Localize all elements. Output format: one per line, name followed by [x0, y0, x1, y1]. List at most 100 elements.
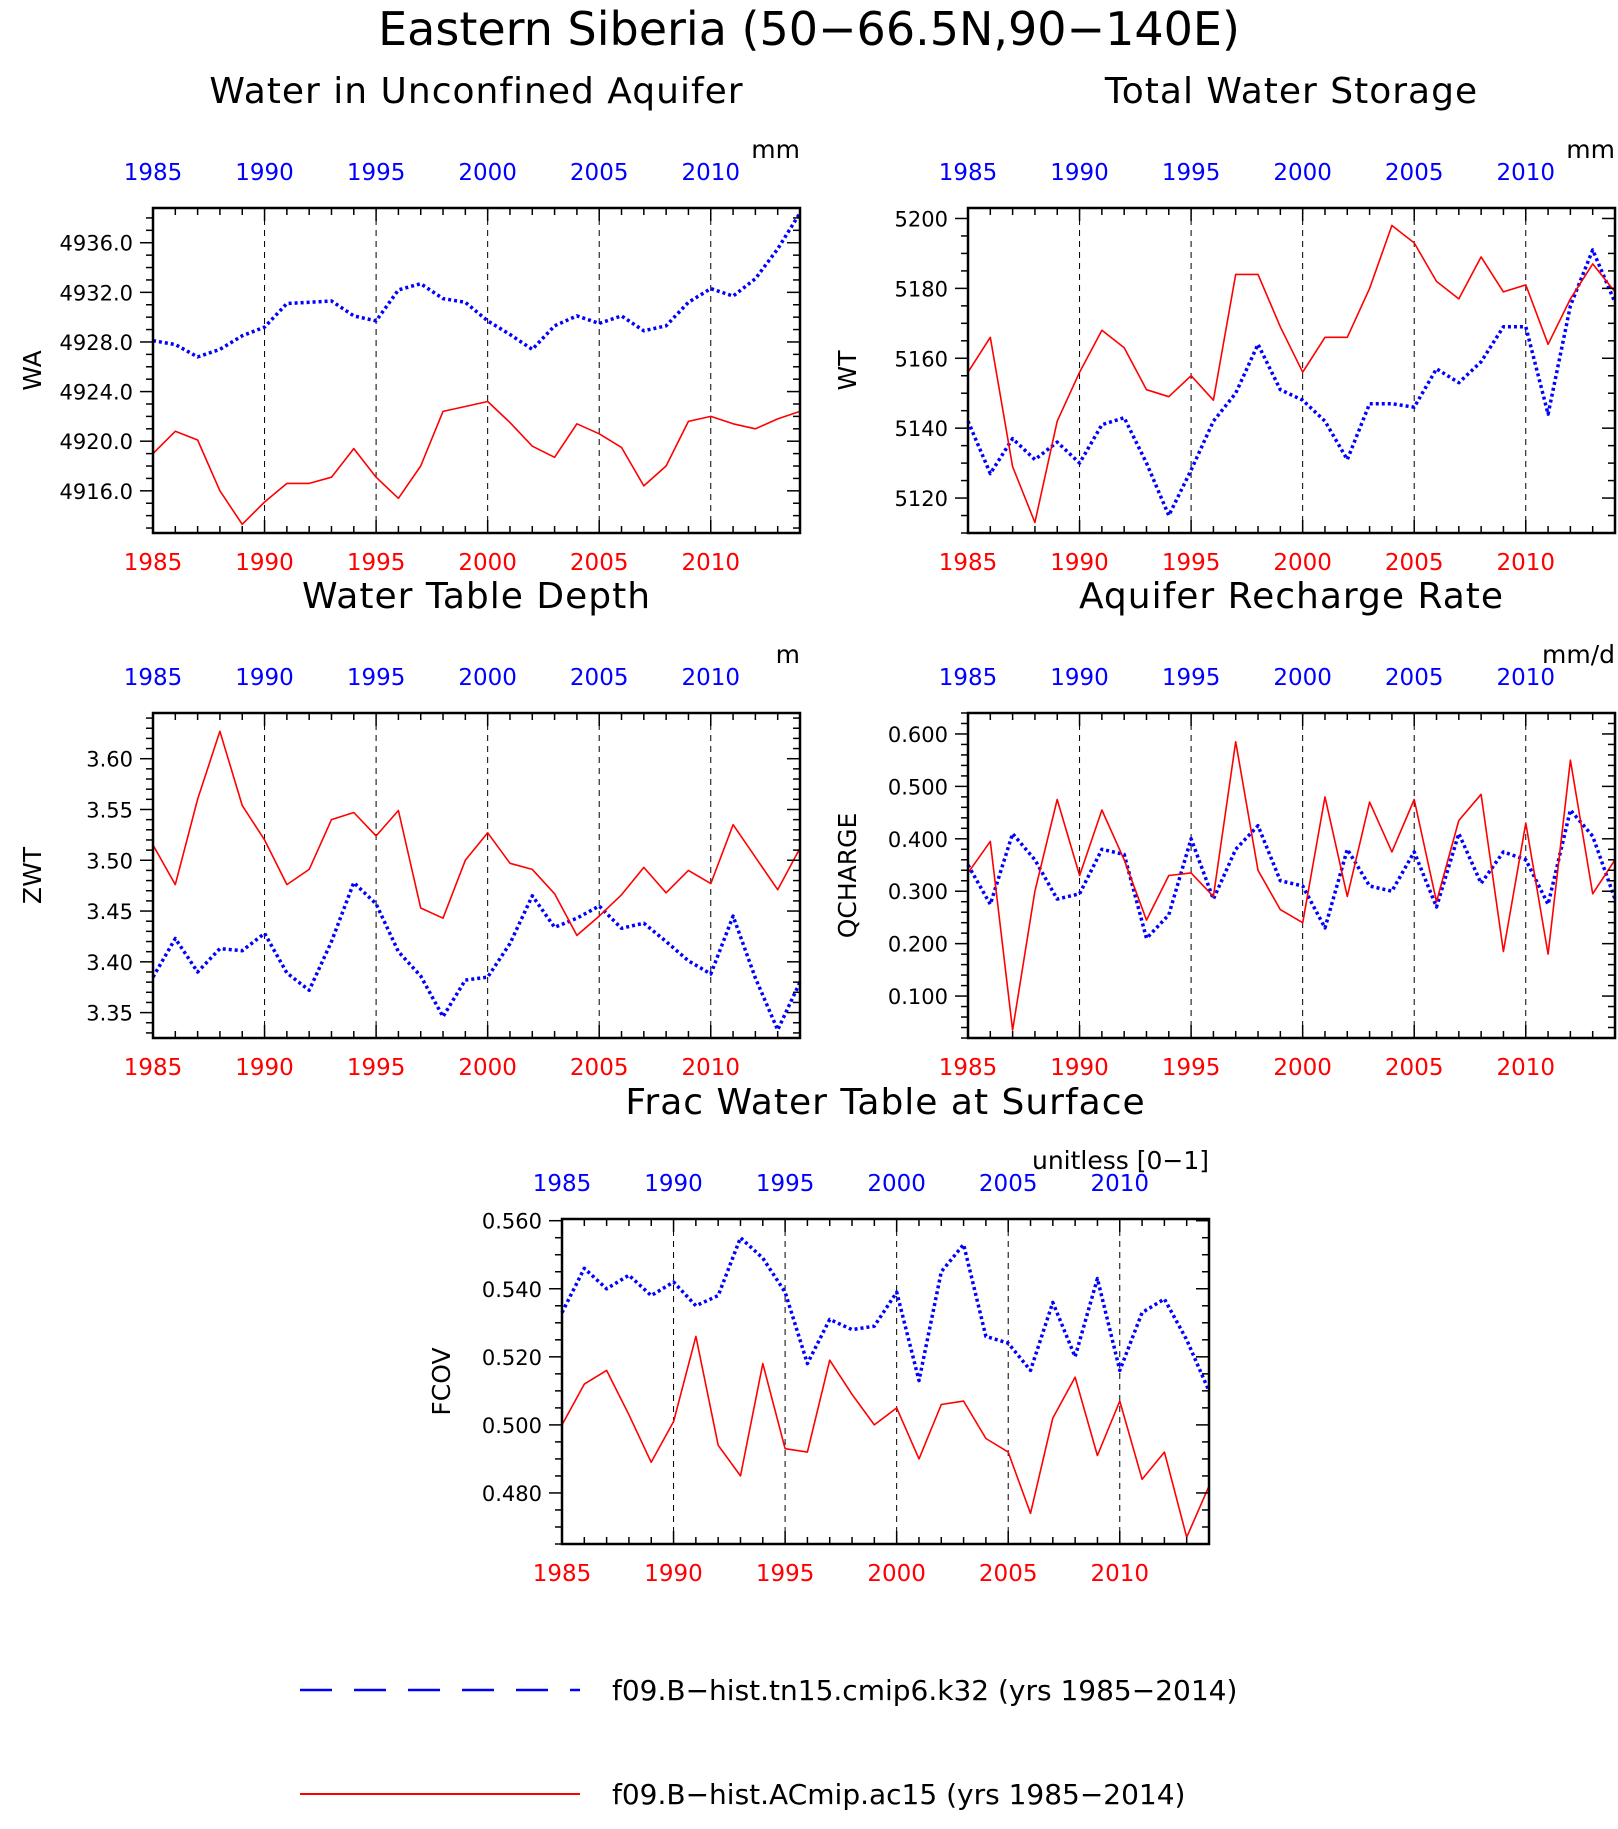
x-tick-label-top: 1990: [1050, 665, 1109, 691]
x-tick-label-bottom: 1990: [235, 550, 294, 576]
panel-wa: Water in Unconfined Aquifer mm WA 1985 1985 1…: [18, 71, 802, 576]
units-label: mm: [1566, 135, 1615, 164]
legend-label-series-a: f09.B−hist.tn15.cmip6.k32 (yrs 1985−2014…: [612, 1674, 1237, 1707]
panels: Water in Unconfined Aquifer mm WA 1985 1985 1…: [18, 71, 1617, 1587]
y-tick-label: 4920.0: [60, 430, 133, 454]
y-axis-label: ZWT: [18, 846, 47, 904]
series-a-line: [560, 1235, 1211, 1392]
y-tick-label: 0.540: [482, 1278, 542, 1302]
y-tick-label: 4932.0: [60, 281, 133, 305]
x-tick-label-top: 1995: [347, 160, 406, 186]
x-tick-label-top: 1990: [235, 665, 294, 691]
x-tick-label-bottom: 1985: [533, 1561, 592, 1587]
x-tick-label-top: 1995: [1162, 665, 1221, 691]
legend: f09.B−hist.tn15.cmip6.k32 (yrs 1985−2014…: [300, 1674, 1237, 1811]
y-tick-label: 5120: [895, 487, 948, 511]
panel-title: Water Table Depth: [302, 576, 651, 617]
x-tick-label-top: 1990: [1050, 160, 1109, 186]
y-axis-label: WT: [833, 350, 862, 391]
x-tick-label-top: 1985: [533, 1171, 592, 1197]
x-tick-label-top: 1990: [644, 1171, 703, 1197]
x-tick-label-bottom: 1985: [124, 1055, 183, 1081]
x-tick-label-bottom: 1985: [939, 550, 998, 576]
x-tick-label-bottom: 2010: [1496, 1055, 1555, 1081]
units-label: m: [776, 640, 800, 669]
plot-frame: [151, 711, 802, 1040]
y-tick-label: 0.400: [888, 828, 948, 852]
series-b-line: [152, 400, 801, 526]
y-tick-label: 0.500: [482, 1414, 542, 1438]
x-tick-label-top: 1985: [939, 665, 998, 691]
series-b-line: [152, 730, 801, 937]
x-tick-label-bottom: 1995: [347, 1055, 406, 1081]
x-tick-label-top: 1995: [1162, 160, 1221, 186]
x-tick-label-top: 2010: [1496, 160, 1555, 186]
y-tick-label: 3.55: [86, 798, 133, 822]
x-tick-label-top: 1985: [939, 160, 998, 186]
x-tick-label-bottom: 2010: [1496, 550, 1555, 576]
series-a-line: [966, 248, 1617, 518]
series-b-line: [967, 224, 1616, 524]
legend-entry-series-a: f09.B−hist.tn15.cmip6.k32 (yrs 1985−2014…: [300, 1674, 1237, 1707]
series-a-line: [151, 880, 802, 1032]
x-tick-label-top: 1985: [124, 665, 183, 691]
x-tick-label-bottom: 2005: [1385, 550, 1444, 576]
y-tick-label: 0.300: [888, 880, 948, 904]
x-tick-label-top: 2010: [1090, 1171, 1149, 1197]
series-b-line: [561, 1335, 1210, 1538]
plot-frame: [966, 206, 1617, 535]
x-tick-label-bottom: 2005: [979, 1561, 1038, 1587]
x-tick-label-top: 2005: [1385, 160, 1444, 186]
y-tick-label: 4916.0: [60, 480, 133, 504]
x-tick-label-top: 2005: [979, 1171, 1038, 1197]
panel-wt: Total Water Storage mm WT 1985 1985 1990 1990 1…: [833, 71, 1617, 576]
y-tick-label: 5200: [895, 207, 948, 231]
x-tick-label-top: 2000: [458, 160, 517, 186]
panel-qcharge: Aquifer Recharge Rate mm/d QCHARGE 1985 1985…: [833, 576, 1617, 1081]
y-tick-label: 3.35: [86, 1002, 133, 1026]
x-tick-label-bottom: 1990: [1050, 1055, 1109, 1081]
x-tick-label-top: 2010: [1496, 665, 1555, 691]
x-tick-label-bottom: 1985: [124, 550, 183, 576]
y-tick-label: 0.600: [888, 723, 948, 747]
plot-frame: [560, 1217, 1211, 1546]
x-tick-label-top: 2010: [681, 665, 740, 691]
series-a-line: [966, 808, 1617, 941]
x-tick-label-top: 2005: [570, 160, 629, 186]
x-tick-label-top: 2000: [458, 665, 517, 691]
y-tick-label: 3.60: [86, 748, 133, 772]
y-tick-label: 0.560: [482, 1210, 542, 1234]
x-tick-label-bottom: 2000: [1273, 1055, 1332, 1081]
legend-label-series-b: f09.B−hist.ACmip.ac15 (yrs 1985−2014): [612, 1778, 1185, 1811]
y-tick-label: 5160: [895, 347, 948, 371]
x-tick-label-top: 2005: [1385, 665, 1444, 691]
y-tick-label: 5180: [895, 277, 948, 301]
units-label: mm/d: [1542, 640, 1615, 669]
y-tick-label: 0.500: [888, 775, 948, 799]
x-tick-label-bottom: 2000: [458, 1055, 517, 1081]
main-title: Eastern Siberia (50−66.5N,90−140E): [378, 2, 1240, 56]
y-tick-label: 5140: [895, 417, 948, 441]
x-tick-label-top: 2010: [681, 160, 740, 186]
y-tick-label: 4928.0: [60, 331, 133, 355]
y-tick-label: 4924.0: [60, 381, 133, 405]
y-tick-label: 0.480: [482, 1482, 542, 1506]
x-tick-label-bottom: 2005: [570, 1055, 629, 1081]
panel-zwt: Water Table Depth m ZWT 1985 1985 1990 1990 199…: [18, 576, 802, 1081]
y-tick-label: 4936.0: [60, 232, 133, 256]
x-tick-label-top: 2000: [1273, 665, 1332, 691]
y-tick-label: 3.45: [86, 900, 133, 924]
x-tick-label-top: 1995: [347, 665, 406, 691]
units-label: mm: [751, 135, 800, 164]
legend-entry-series-b: f09.B−hist.ACmip.ac15 (yrs 1985−2014): [300, 1778, 1185, 1811]
series-a-line: [152, 212, 802, 359]
x-tick-label-bottom: 2010: [681, 1055, 740, 1081]
x-tick-label-bottom: 1985: [939, 1055, 998, 1081]
panel-title: Frac Water Table at Surface: [625, 1082, 1145, 1123]
units-label: unitless [0−1]: [1032, 1146, 1209, 1175]
x-tick-label-bottom: 2005: [570, 550, 629, 576]
x-tick-label-bottom: 2010: [1090, 1561, 1149, 1587]
plot-frame: [151, 206, 802, 535]
panel-title: Water in Unconfined Aquifer: [209, 71, 743, 112]
